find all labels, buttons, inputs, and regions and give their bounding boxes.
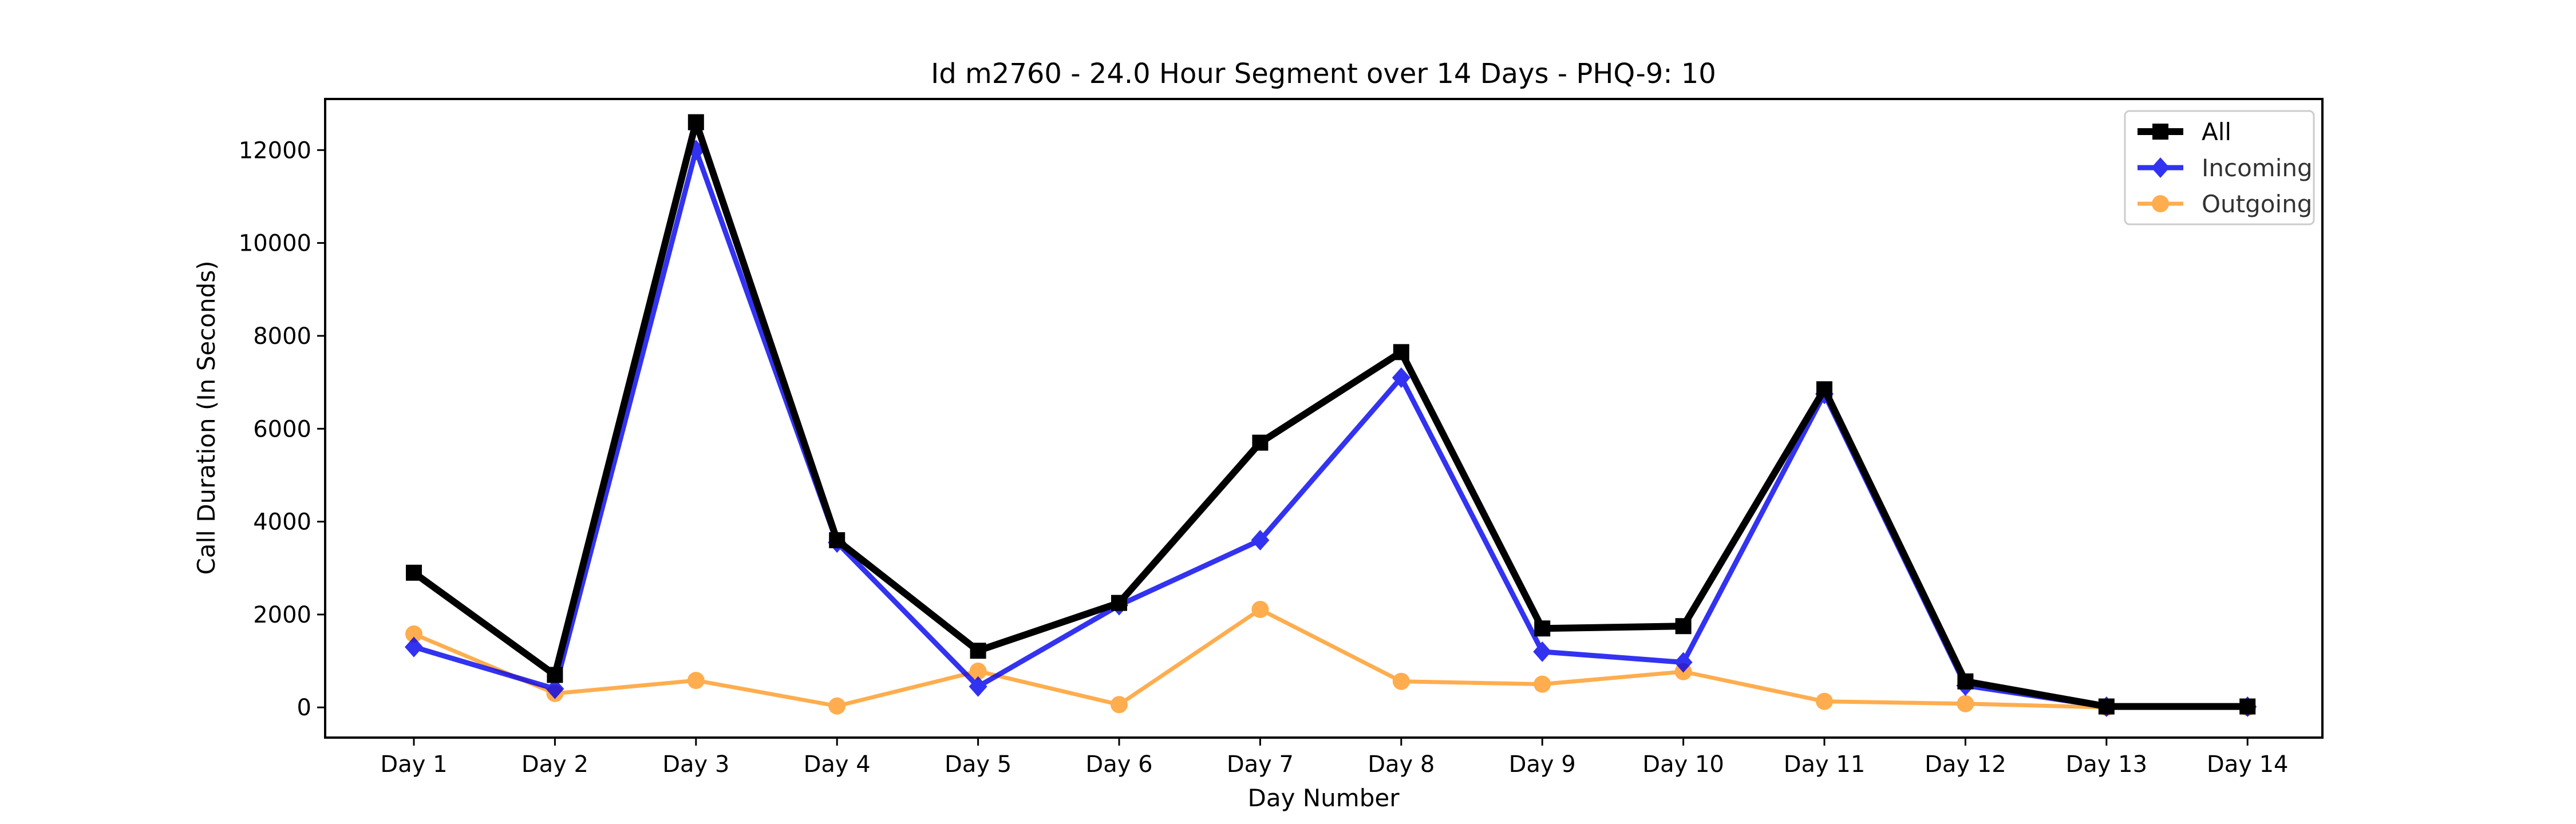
data-point-outgoing — [687, 672, 705, 690]
x-axis-label: Day Number — [1247, 784, 1400, 812]
data-point-all — [1534, 620, 1551, 637]
legend: All Incoming Outgoing — [2124, 110, 2315, 225]
y-axis: 0 2000 4000 6000 8000 10000 12000 — [239, 137, 325, 721]
data-point-all — [1957, 673, 1974, 690]
data-point-all — [1816, 381, 1832, 398]
data-point-outgoing — [828, 697, 846, 715]
legend-entry-all: All — [2138, 118, 2231, 146]
x-tick-label: Day 3 — [662, 751, 729, 778]
legend-box — [2124, 110, 2315, 225]
y-tick-label: 8000 — [253, 323, 311, 350]
x-tick-label: Day 13 — [2065, 751, 2147, 778]
x-tick-label: Day 2 — [521, 751, 588, 778]
x-tick-label: Day 8 — [1368, 751, 1435, 778]
data-point-all — [2239, 698, 2256, 715]
x-tick-label: Day 1 — [380, 751, 447, 778]
y-tick-label: 2000 — [253, 602, 311, 628]
data-point-all — [1393, 344, 1409, 360]
y-tick-label: 12000 — [239, 137, 311, 164]
series-outgoing — [405, 600, 2257, 716]
data-point-all — [970, 643, 986, 659]
x-axis: Day 1 Day 2 Day 3 Day 4 Day 5 Day 6 Day 7 Day 8… — [380, 738, 2289, 778]
data-point-incoming — [1674, 652, 1693, 673]
data-point-outgoing — [1957, 695, 1974, 712]
x-tick-label: Day 10 — [1642, 751, 1724, 778]
legend-marker-outgoing — [2152, 195, 2169, 212]
y-tick-label: 4000 — [253, 509, 311, 536]
data-point-outgoing — [1816, 692, 1833, 710]
series-all — [406, 114, 2256, 715]
series-line-all — [412, 118, 2248, 710]
series-line-outgoing — [413, 607, 2248, 710]
chart-title: Id m2760 - 24.0 Hour Segment over 14 Day… — [931, 58, 1716, 90]
data-point-incoming — [1533, 641, 1552, 662]
data-point-all — [1675, 618, 1692, 635]
legend-entry-incoming: Incoming — [2138, 154, 2313, 182]
y-tick-label: 10000 — [239, 231, 311, 257]
data-point-outgoing — [405, 625, 422, 643]
legend-marker-all — [2152, 124, 2168, 140]
x-tick-label: Day 5 — [945, 751, 1012, 778]
series-layer — [405, 114, 2257, 718]
data-point-all — [547, 667, 563, 683]
x-tick-label: Day 9 — [1509, 751, 1576, 778]
data-point-outgoing — [1251, 600, 1269, 618]
x-tick-label: Day 7 — [1227, 751, 1294, 778]
x-tick-label: Day 6 — [1085, 751, 1152, 778]
legend-label-all: All — [2202, 118, 2231, 146]
data-point-all — [1111, 595, 1127, 611]
series-line-incoming — [413, 147, 2248, 710]
legend-entry-outgoing: Outgoing — [2138, 190, 2312, 218]
data-point-incoming — [1251, 530, 1270, 551]
legend-label-outgoing: Outgoing — [2202, 190, 2312, 218]
x-tick-label: Day 4 — [804, 751, 871, 778]
data-point-all — [829, 532, 846, 549]
x-tick-label: Day 14 — [2207, 751, 2289, 778]
data-point-outgoing — [969, 662, 987, 680]
y-tick-label: 6000 — [253, 416, 311, 442]
data-point-incoming — [1392, 367, 1411, 388]
data-point-incoming — [546, 678, 564, 699]
data-point-outgoing — [1111, 696, 1128, 714]
data-point-all — [2098, 698, 2115, 715]
data-point-incoming — [405, 636, 423, 657]
data-point-outgoing — [1392, 672, 1410, 690]
data-point-all — [1252, 434, 1269, 451]
legend-label-incoming: Incoming — [2202, 154, 2313, 182]
y-tick-label: 0 — [297, 695, 311, 721]
data-point-all — [406, 564, 422, 581]
x-tick-label: Day 12 — [1925, 751, 2006, 778]
data-point-all — [688, 114, 704, 130]
x-tick-label: Day 11 — [1784, 751, 1866, 778]
data-point-outgoing — [1534, 675, 1551, 693]
series-incoming — [405, 140, 2257, 718]
plot-area — [324, 98, 2324, 739]
data-point-incoming — [969, 676, 987, 697]
legend-marker-incoming — [2151, 157, 2170, 178]
y-axis-label: Call Duration (In Seconds) — [192, 260, 220, 575]
